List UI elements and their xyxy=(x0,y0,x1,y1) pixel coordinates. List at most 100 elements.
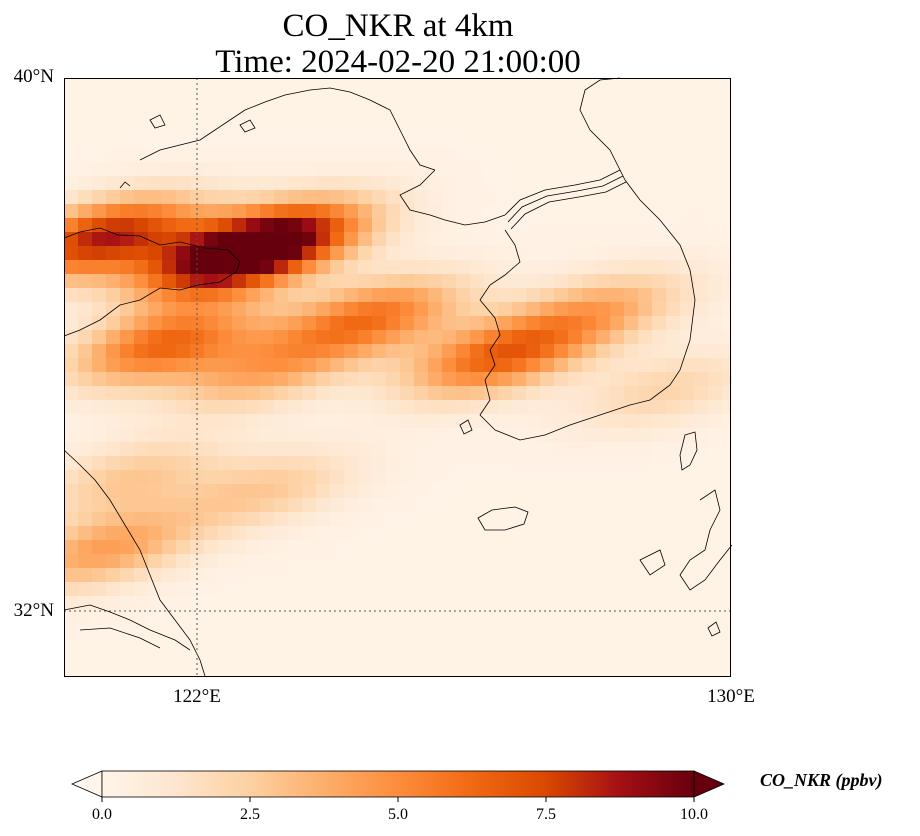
field-cell xyxy=(134,176,149,191)
field-cell xyxy=(204,92,219,107)
field-cell xyxy=(386,470,401,485)
field-cell xyxy=(652,148,667,163)
field-cell xyxy=(554,134,569,149)
field-cell xyxy=(78,344,93,359)
field-cell xyxy=(204,176,219,191)
field-cell xyxy=(78,386,93,401)
field-cell xyxy=(64,540,79,555)
field-cell xyxy=(512,484,527,499)
field-cell xyxy=(344,358,359,373)
field-cell xyxy=(428,456,443,471)
field-cell xyxy=(358,344,373,359)
field-cell xyxy=(414,78,429,93)
field-cell xyxy=(176,540,191,555)
field-cell xyxy=(442,106,457,121)
field-cell xyxy=(512,330,527,345)
field-cell xyxy=(428,134,443,149)
field-cell xyxy=(386,652,401,667)
field-cell xyxy=(540,78,555,93)
field-cell xyxy=(274,106,289,121)
field-cell xyxy=(456,554,471,569)
field-cell xyxy=(554,372,569,387)
field-cell xyxy=(246,470,261,485)
field-cell xyxy=(92,442,107,457)
field-cell xyxy=(260,162,275,177)
field-cell xyxy=(190,204,205,219)
field-cell xyxy=(358,190,373,205)
field-cell xyxy=(92,330,107,345)
field-cell xyxy=(610,386,625,401)
field-cell xyxy=(218,316,233,331)
field-cell xyxy=(316,428,331,443)
field-cell xyxy=(330,246,345,261)
field-cell xyxy=(274,470,289,485)
field-cell xyxy=(330,302,345,317)
field-cell xyxy=(260,148,275,163)
field-cell xyxy=(330,190,345,205)
field-cell xyxy=(288,638,303,653)
field-cell xyxy=(232,260,247,275)
field-cell xyxy=(498,302,513,317)
field-cell xyxy=(344,372,359,387)
field-cell xyxy=(232,568,247,583)
field-cell xyxy=(484,428,499,443)
field-cell xyxy=(456,330,471,345)
field-cell xyxy=(652,540,667,555)
field-cell xyxy=(148,176,163,191)
field-cell xyxy=(624,274,639,289)
field-cell xyxy=(638,624,653,639)
field-cell xyxy=(526,218,541,233)
field-cell xyxy=(526,568,541,583)
field-cell xyxy=(428,386,443,401)
field-cell xyxy=(708,330,723,345)
field-cell xyxy=(274,358,289,373)
field-cell xyxy=(302,134,317,149)
field-cell xyxy=(190,428,205,443)
field-cell xyxy=(218,288,233,303)
field-cell xyxy=(512,302,527,317)
field-cell xyxy=(372,120,387,135)
field-cell xyxy=(274,302,289,317)
field-cell xyxy=(638,246,653,261)
field-cell xyxy=(680,218,695,233)
field-cell xyxy=(232,666,247,678)
field-cell xyxy=(610,148,625,163)
field-cell xyxy=(498,484,513,499)
field-cell xyxy=(540,498,555,513)
field-cell xyxy=(344,344,359,359)
field-cell xyxy=(190,484,205,499)
field-cell xyxy=(176,344,191,359)
field-cell xyxy=(484,540,499,555)
field-cell xyxy=(708,106,723,121)
field-cell xyxy=(106,330,121,345)
field-cell xyxy=(260,316,275,331)
field-cell xyxy=(638,554,653,569)
field-cell xyxy=(106,484,121,499)
field-cell xyxy=(414,554,429,569)
field-cell xyxy=(722,288,732,303)
field-cell xyxy=(162,610,177,625)
field-cell xyxy=(260,470,275,485)
field-cell xyxy=(302,512,317,527)
field-cell xyxy=(316,540,331,555)
field-cell xyxy=(512,610,527,625)
field-cell xyxy=(568,358,583,373)
field-cell xyxy=(400,400,415,415)
field-cell xyxy=(666,106,681,121)
field-cell xyxy=(358,372,373,387)
field-cell xyxy=(288,190,303,205)
field-cell xyxy=(638,540,653,555)
field-cell xyxy=(358,610,373,625)
field-cell xyxy=(232,134,247,149)
field-cell xyxy=(526,148,541,163)
field-cell xyxy=(274,260,289,275)
field-cell xyxy=(722,400,732,415)
field-cell xyxy=(64,120,79,135)
field-cell xyxy=(64,666,79,678)
field-cell xyxy=(288,568,303,583)
field-cell xyxy=(470,274,485,289)
field-cell xyxy=(400,232,415,247)
field-cell xyxy=(302,400,317,415)
field-cell xyxy=(470,470,485,485)
field-cell xyxy=(554,302,569,317)
